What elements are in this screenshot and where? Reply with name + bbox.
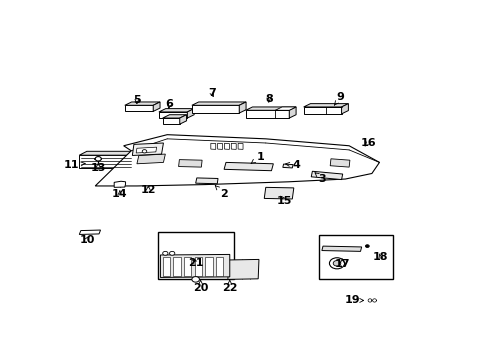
Polygon shape — [124, 105, 153, 111]
Text: 8: 8 — [264, 94, 272, 104]
Text: 20: 20 — [192, 280, 208, 293]
Polygon shape — [79, 230, 101, 234]
Polygon shape — [180, 115, 186, 124]
Polygon shape — [238, 143, 243, 149]
Polygon shape — [275, 107, 296, 110]
Text: 7: 7 — [208, 88, 215, 98]
Polygon shape — [245, 107, 296, 110]
Polygon shape — [173, 257, 181, 276]
Polygon shape — [160, 255, 229, 278]
Polygon shape — [217, 143, 222, 149]
Text: 4: 4 — [285, 160, 300, 170]
Text: 22: 22 — [222, 280, 237, 293]
Circle shape — [95, 157, 101, 161]
Text: 15: 15 — [277, 196, 292, 206]
Polygon shape — [311, 171, 342, 180]
Polygon shape — [264, 187, 293, 199]
Polygon shape — [187, 109, 194, 118]
Polygon shape — [163, 115, 186, 118]
Polygon shape — [132, 143, 163, 156]
Text: 18: 18 — [372, 252, 387, 262]
Polygon shape — [79, 155, 132, 168]
Text: 5: 5 — [133, 95, 141, 105]
Circle shape — [329, 258, 344, 269]
Polygon shape — [163, 118, 180, 124]
Polygon shape — [159, 112, 187, 118]
Polygon shape — [153, 102, 160, 111]
Circle shape — [169, 251, 175, 255]
Polygon shape — [178, 159, 202, 167]
Polygon shape — [205, 257, 212, 276]
Polygon shape — [95, 135, 379, 186]
Text: 2: 2 — [215, 186, 227, 199]
Polygon shape — [137, 154, 165, 164]
Polygon shape — [183, 257, 191, 276]
Polygon shape — [132, 151, 140, 168]
Polygon shape — [124, 102, 160, 105]
Text: 14: 14 — [112, 189, 127, 199]
Text: 11: 11 — [64, 160, 85, 170]
Polygon shape — [191, 102, 245, 105]
Polygon shape — [282, 164, 292, 168]
Polygon shape — [136, 147, 156, 153]
Text: 1: 1 — [250, 152, 264, 163]
Polygon shape — [215, 257, 223, 276]
Bar — [318, 235, 392, 279]
Circle shape — [142, 150, 146, 153]
Circle shape — [332, 261, 340, 266]
Text: 10: 10 — [79, 235, 94, 245]
Text: 12: 12 — [140, 185, 156, 195]
Polygon shape — [329, 159, 349, 167]
Polygon shape — [303, 104, 347, 107]
Text: 21: 21 — [187, 258, 203, 268]
Polygon shape — [224, 162, 273, 171]
Polygon shape — [227, 260, 259, 279]
Text: 17: 17 — [334, 258, 349, 269]
Text: 13: 13 — [90, 163, 106, 173]
Polygon shape — [194, 257, 202, 276]
Circle shape — [163, 251, 168, 255]
Polygon shape — [163, 257, 170, 276]
Text: 16: 16 — [360, 138, 375, 148]
Polygon shape — [195, 178, 218, 184]
Polygon shape — [341, 104, 347, 114]
Circle shape — [365, 245, 368, 247]
Polygon shape — [245, 110, 289, 118]
Polygon shape — [114, 181, 125, 187]
Polygon shape — [239, 102, 245, 113]
Polygon shape — [321, 246, 361, 251]
Circle shape — [191, 276, 199, 282]
Polygon shape — [289, 107, 296, 118]
Text: 19: 19 — [344, 296, 359, 305]
Text: 6: 6 — [165, 99, 173, 109]
Polygon shape — [159, 109, 194, 112]
Text: 3: 3 — [314, 173, 326, 184]
Bar — [158, 232, 233, 279]
Polygon shape — [210, 143, 215, 149]
Polygon shape — [231, 143, 236, 149]
Text: 9: 9 — [334, 92, 344, 105]
Polygon shape — [191, 105, 239, 113]
Polygon shape — [303, 107, 341, 114]
Polygon shape — [79, 151, 140, 155]
Polygon shape — [224, 143, 229, 149]
